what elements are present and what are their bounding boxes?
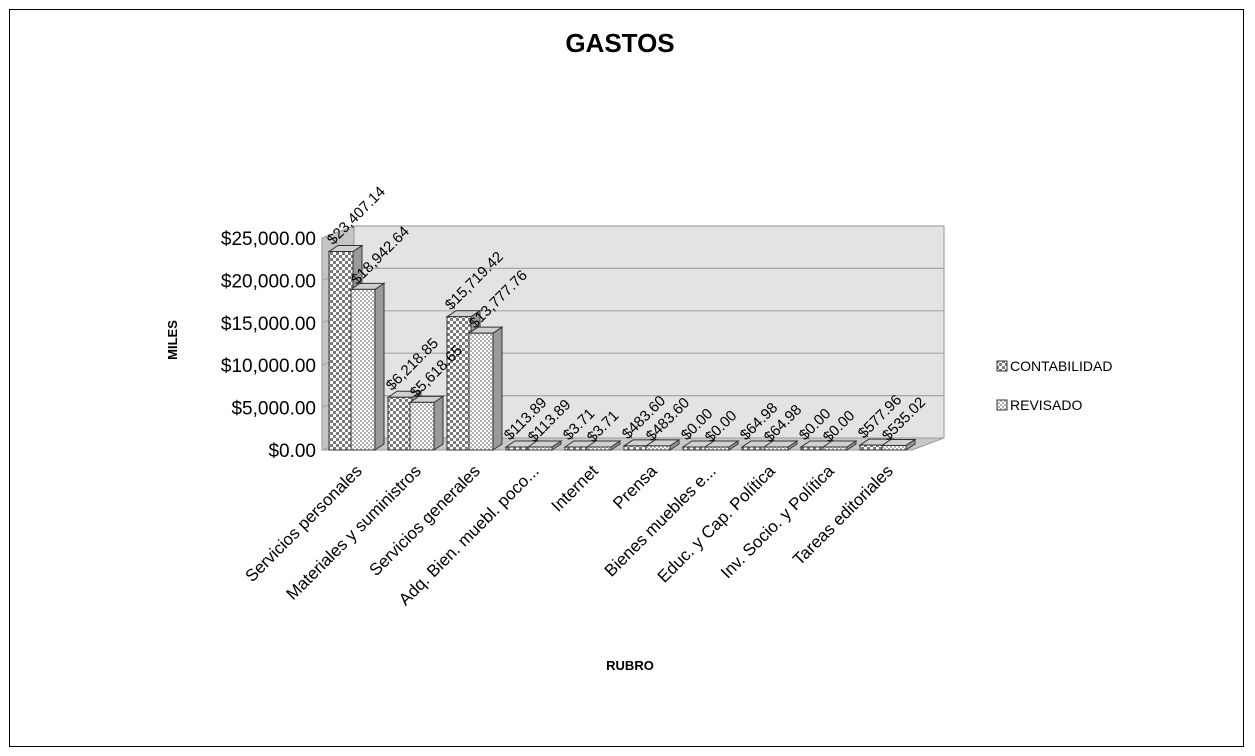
- x-axis-label: RUBRO: [606, 658, 654, 673]
- x-tick-label: Internet: [548, 461, 602, 515]
- bar-revisado-educ-y-cap-politica: [762, 440, 799, 451]
- x-tick-label: Prensa: [609, 461, 661, 513]
- y-axis-label: MILES: [165, 320, 180, 360]
- bar-front: [704, 446, 730, 451]
- bar-revisado-inv-socio-y-politica: [821, 440, 858, 451]
- bar-revisado-internet: [585, 440, 622, 451]
- x-tick-label: Inv. Socio. y Política: [717, 461, 838, 582]
- bar-revisado-materiales-y-suministros: [408, 395, 445, 451]
- y-axis-ticks: $0.00 $5,000.00 $10,000.00 $15,000.00 $20,00…: [221, 229, 316, 462]
- bar-revisado-servicios-personales: [349, 282, 386, 451]
- bar-front: [645, 445, 671, 451]
- bar-front: [881, 444, 907, 451]
- bar-front: [586, 446, 612, 451]
- bar-contabilidad-servicios-personales: [327, 244, 364, 451]
- y-tick-label: $15,000.00: [221, 314, 316, 335]
- bar-front: [564, 446, 590, 451]
- bar-front: [468, 332, 494, 451]
- x-tick-label: Bienes muebles e...: [601, 461, 720, 580]
- legend: CONTABILIDAD REVISADO: [996, 358, 1112, 413]
- bar-front: [505, 446, 531, 451]
- bar-side: [374, 282, 385, 451]
- y-tick-label: $10,000.00: [221, 356, 316, 377]
- bar-revisado-servicios-generales: [467, 326, 504, 451]
- bar-front: [822, 446, 848, 451]
- legend-label-revisado: REVISADO: [1010, 397, 1082, 413]
- bar-front: [328, 251, 354, 451]
- bar-front: [800, 446, 826, 451]
- bar-revisado-bienes-muebles-e: [703, 440, 740, 451]
- bar-front: [446, 316, 472, 451]
- bar-front: [682, 446, 708, 451]
- bar-revisado-prensa: [644, 438, 681, 451]
- x-tick-label: Tareas editoriales: [789, 461, 897, 569]
- legend-swatch-contabilidad: [996, 360, 1008, 372]
- legend-label-contabilidad: CONTABILIDAD: [1010, 358, 1112, 374]
- bar-front: [387, 396, 413, 451]
- x-tick-label: Servicios personales: [241, 461, 365, 585]
- bar-front: [527, 446, 553, 451]
- bar-front: [859, 444, 885, 451]
- y-tick-label: $5,000.00: [231, 399, 316, 420]
- bar-front: [623, 445, 649, 451]
- bar-side: [433, 395, 444, 451]
- y-tick-label: $0.00: [268, 441, 316, 462]
- gridline: [321, 225, 944, 239]
- y-tick-label: $20,000.00: [221, 271, 316, 292]
- x-tick-label: Servicios generales: [365, 461, 483, 579]
- bar-front: [763, 446, 789, 451]
- bar-front: [350, 288, 376, 451]
- y-tick-label: $25,000.00: [221, 229, 316, 250]
- bar-revisado-tareas-editoriales: [880, 438, 917, 451]
- bar-front: [741, 446, 767, 451]
- bar-front: [409, 401, 435, 451]
- chart-title: GASTOS: [565, 28, 674, 58]
- x-tick-label: Educ. y Cap. Política: [654, 461, 779, 586]
- legend-swatch-revisado: [996, 399, 1008, 411]
- bars: [327, 244, 917, 451]
- bar-revisado-adq-bien-muebl-poco: [526, 440, 563, 451]
